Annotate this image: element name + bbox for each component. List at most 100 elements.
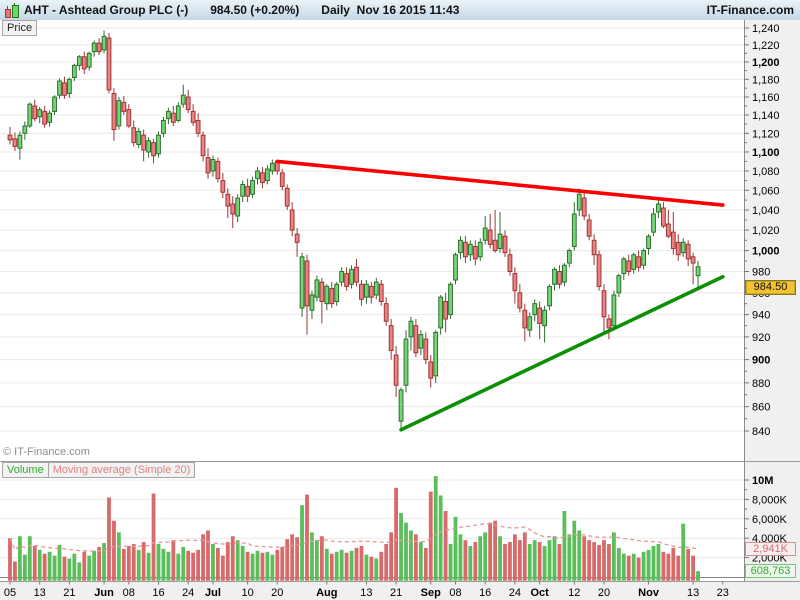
date-tick-label: 08 bbox=[123, 587, 135, 599]
candle-down bbox=[636, 256, 642, 268]
volume-bar bbox=[478, 536, 483, 577]
candle-down bbox=[378, 283, 384, 302]
volume-bar bbox=[428, 491, 433, 577]
trendline-support[interactable] bbox=[399, 274, 725, 432]
volume-bar bbox=[22, 554, 27, 577]
price-pane-tab[interactable]: Price bbox=[2, 20, 38, 36]
volume-bar bbox=[646, 549, 651, 577]
candle-down bbox=[463, 241, 468, 258]
candle-up bbox=[27, 103, 33, 127]
candle-up bbox=[334, 283, 340, 302]
volume-bar bbox=[67, 558, 72, 577]
volume-bar bbox=[107, 497, 111, 577]
candle-up bbox=[146, 140, 151, 153]
volume-bar bbox=[369, 556, 374, 577]
candle-up bbox=[373, 281, 379, 296]
volume-bar bbox=[458, 534, 463, 577]
date-tick-label: 16 bbox=[479, 587, 491, 599]
volume-bar bbox=[141, 542, 146, 577]
volume-bar bbox=[280, 546, 285, 577]
volume-bar bbox=[552, 536, 557, 577]
volume-bar bbox=[641, 551, 646, 577]
candle-up bbox=[210, 159, 216, 172]
candle-up bbox=[175, 105, 181, 121]
candle-up bbox=[240, 183, 246, 197]
candle-up bbox=[265, 168, 270, 182]
volume-bar bbox=[285, 539, 290, 577]
volume-bar bbox=[186, 550, 191, 577]
volume-bar bbox=[265, 551, 270, 577]
candle-up bbox=[656, 203, 661, 213]
volume-bar bbox=[488, 522, 493, 577]
volume-bar bbox=[696, 571, 700, 577]
candle-down bbox=[279, 172, 285, 187]
candle-down bbox=[383, 303, 389, 322]
candle-up bbox=[576, 193, 582, 211]
volume-bar bbox=[597, 544, 601, 577]
current-volume-marker: 608,763 bbox=[745, 564, 796, 578]
x-axis: 05 13 21 Jun 08 16 24 Jul 10 20 Aug 13 21 Sep 08 16 24 Oc… bbox=[0, 581, 800, 599]
candle-up bbox=[324, 285, 330, 305]
trendline-resistance[interactable] bbox=[275, 159, 725, 207]
candle-up bbox=[438, 296, 444, 329]
candle-down bbox=[601, 290, 607, 318]
candle-down bbox=[428, 361, 434, 379]
candle-down bbox=[665, 223, 671, 237]
volume-bar bbox=[621, 553, 626, 577]
candle-up bbox=[477, 241, 483, 258]
candle-down bbox=[472, 245, 478, 260]
volume-bar bbox=[92, 550, 97, 577]
volume-bar bbox=[656, 544, 661, 577]
volume-bar bbox=[686, 548, 691, 577]
date-tick-label: Oct bbox=[530, 587, 549, 599]
volume-bar bbox=[275, 549, 280, 577]
volume-bar bbox=[587, 540, 592, 577]
volume-bar bbox=[42, 553, 47, 577]
candle-up bbox=[101, 35, 107, 51]
volume-bar bbox=[513, 534, 517, 577]
volume-bar bbox=[191, 552, 196, 577]
volume-tick-label: 6,000K bbox=[752, 514, 788, 526]
current-price-marker: 984.50 bbox=[745, 280, 796, 295]
symbol-title: AHT - Ashtead Group PLC (-) bbox=[24, 3, 189, 17]
candle-down bbox=[413, 325, 419, 354]
volume-bar bbox=[112, 520, 116, 577]
candle-down bbox=[517, 292, 523, 309]
candle-down bbox=[245, 185, 250, 197]
candle-down bbox=[319, 281, 325, 302]
candle-down bbox=[185, 96, 191, 111]
candlesticks bbox=[7, 30, 701, 430]
candle-down bbox=[151, 142, 156, 157]
volume-bar bbox=[324, 548, 329, 577]
price-tick-label: 1,220 bbox=[752, 40, 780, 52]
volume-bar bbox=[27, 536, 32, 577]
candle-down bbox=[215, 160, 221, 180]
candle-down bbox=[557, 270, 562, 285]
volume-bar bbox=[651, 545, 656, 577]
price-tick-label: 1,060 bbox=[752, 185, 780, 197]
volume-tick-label: 8,000K bbox=[752, 494, 788, 506]
volume-bar bbox=[206, 530, 210, 577]
candle-up bbox=[180, 94, 186, 105]
volume-bar bbox=[532, 540, 537, 577]
volume-bar bbox=[171, 540, 176, 577]
candle-down bbox=[344, 273, 350, 287]
candle-up bbox=[641, 250, 647, 266]
volume-ma-tab[interactable]: Moving average (Simple 20) bbox=[47, 462, 196, 478]
volume-bar bbox=[592, 542, 596, 577]
candle-down bbox=[294, 233, 300, 243]
candle-down bbox=[359, 283, 364, 300]
candle-down bbox=[260, 172, 265, 184]
volume-bar bbox=[136, 549, 141, 577]
volume-bar bbox=[438, 495, 443, 577]
volume-tab[interactable]: Volume bbox=[2, 462, 49, 478]
date-tick-label: Jul bbox=[205, 587, 221, 599]
chart-canvas[interactable]: 8408608809009209409609801,0001,0201,0401… bbox=[0, 20, 800, 600]
candle-up bbox=[646, 235, 651, 250]
volume-bar bbox=[577, 530, 582, 577]
price-tick-label: 1,200 bbox=[752, 57, 780, 69]
candle-down bbox=[393, 354, 399, 386]
volume-bar bbox=[344, 552, 349, 577]
volume-bar bbox=[557, 544, 562, 577]
volume-bar bbox=[18, 536, 22, 577]
